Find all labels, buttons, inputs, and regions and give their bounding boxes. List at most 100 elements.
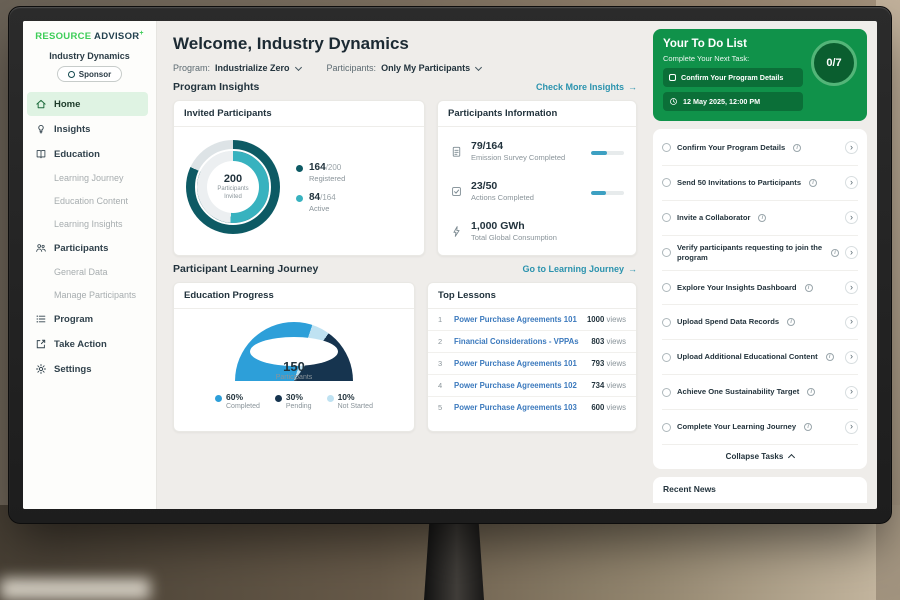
todo-subtitle: Complete Your Next Task: — [663, 54, 750, 63]
take-action-icon — [35, 338, 47, 350]
info-icon[interactable] — [787, 318, 796, 327]
education-icon — [35, 148, 47, 160]
sidebar-item-manage-participants[interactable]: Manage Participants — [54, 290, 137, 301]
info-icon[interactable] — [825, 353, 834, 362]
task-checkbox[interactable] — [662, 422, 671, 432]
chevron-right-icon[interactable] — [845, 246, 858, 260]
todo-progress-ring: 0/7 — [811, 40, 857, 86]
program-icon — [35, 313, 47, 325]
sidebar-item-home[interactable]: Home — [27, 92, 148, 117]
sidebar: RESOURCE ADVISOR+ Industry Dynamics Spon… — [23, 21, 157, 509]
top-lessons-card: Top Lessons 1 Power Purchase Agreements … — [427, 282, 637, 432]
legend-dot — [274, 395, 282, 402]
arrow-right-icon: → — [628, 82, 637, 92]
info-icon[interactable] — [831, 248, 839, 257]
section-title-learning-journey: Participant Learning Journey — [173, 263, 319, 275]
tasks-card: Confirm Your Program Details Send 50 Inv… — [653, 129, 867, 469]
chevron-right-icon[interactable] — [845, 211, 858, 225]
lesson-link[interactable]: Power Purchase Agreements 102 — [454, 381, 577, 390]
sidebar-item-general-data[interactable]: General Data — [54, 267, 108, 278]
filters-bar: Program: Industrialize Zero Participants… — [173, 63, 637, 73]
next-task-pill[interactable]: Confirm Your Program Details — [663, 68, 803, 87]
task-row[interactable]: Upload Additional Educational Content — [662, 340, 858, 376]
education-gauge-chart: 150 Participants — [235, 322, 353, 381]
chevron-down-icon — [475, 63, 483, 71]
sidebar-item-learning-journey[interactable]: Learning Journey — [54, 173, 124, 184]
card-title: Top Lessons — [428, 283, 636, 309]
insights-icon — [35, 123, 47, 135]
section-title-program-insights: Program Insights — [173, 81, 260, 93]
lesson-link[interactable]: Power Purchase Agreements 101 — [454, 359, 577, 368]
background-highlight — [0, 578, 150, 600]
sidebar-item-settings[interactable]: Settings — [23, 357, 156, 381]
sidebar-item-education-content[interactable]: Education Content — [54, 196, 129, 207]
task-checkbox[interactable] — [662, 248, 671, 258]
lesson-row: 1 Power Purchase Agreements 101 1000 vie… — [428, 309, 636, 331]
task-row[interactable]: Complete Your Learning Journey — [662, 410, 858, 446]
stat-row-actions: 23/50 Actions Completed — [448, 171, 626, 211]
task-row[interactable]: Explore Your Insights Dashboard — [662, 271, 858, 306]
collapse-tasks-button[interactable]: Collapse Tasks — [662, 445, 858, 466]
sidebar-item-education[interactable]: Education — [23, 142, 156, 166]
task-checkbox[interactable] — [662, 283, 671, 292]
info-icon[interactable] — [758, 213, 767, 222]
task-checkbox[interactable] — [662, 317, 671, 327]
task-row[interactable]: Verify participants requesting to join t… — [662, 236, 858, 271]
sidebar-nav: Home Insights Education Learning Journey — [23, 92, 156, 381]
recent-news-card: Recent News — [653, 477, 867, 503]
task-checkbox[interactable] — [662, 213, 671, 223]
chevron-right-icon[interactable] — [845, 281, 858, 294]
participants-icon — [35, 242, 47, 254]
task-row[interactable]: Achieve One Sustainability Target — [662, 375, 858, 411]
lesson-link[interactable]: Power Purchase Agreements 101 — [454, 315, 577, 324]
task-row[interactable]: Confirm Your Program Details — [662, 131, 858, 166]
app-logo: RESOURCE ADVISOR+ — [23, 30, 156, 42]
next-task-due: 12 May 2025, 12:00 PM — [663, 92, 803, 111]
chevron-right-icon[interactable] — [845, 420, 858, 434]
chevron-up-icon — [788, 453, 796, 462]
lesson-link[interactable]: Power Purchase Agreements 103 — [454, 403, 577, 412]
legend-dot — [215, 395, 222, 402]
sidebar-item-program[interactable]: Program — [23, 307, 156, 331]
chevron-right-icon[interactable] — [845, 315, 858, 329]
chevron-right-icon[interactable] — [845, 141, 858, 155]
energy-icon — [450, 225, 463, 238]
sidebar-item-take-action[interactable]: Take Action — [23, 332, 156, 356]
info-icon[interactable] — [809, 178, 818, 187]
info-icon[interactable] — [807, 388, 816, 397]
progress-bar — [591, 151, 624, 155]
chevron-down-icon — [294, 63, 302, 71]
chevron-right-icon[interactable] — [845, 385, 858, 399]
info-icon[interactable] — [793, 143, 802, 152]
sidebar-item-insights[interactable]: Insights — [23, 117, 156, 141]
task-checkbox[interactable] — [662, 143, 671, 153]
task-checkbox[interactable] — [662, 387, 671, 397]
clock-icon — [669, 97, 678, 106]
chevron-right-icon[interactable] — [845, 176, 858, 190]
chevron-right-icon[interactable] — [845, 350, 858, 364]
task-row[interactable]: Invite a Collaborator — [662, 201, 858, 236]
info-icon[interactable] — [804, 283, 813, 292]
legend-item-active: 84/164 Active — [296, 192, 345, 213]
go-to-learning-journey-link[interactable]: Go to Learning Journey → — [522, 264, 637, 274]
legend-item-not-started: 10% Not Started — [326, 392, 373, 410]
sidebar-item-learning-insights[interactable]: Learning Insights — [54, 219, 123, 230]
page-title: Welcome, Industry Dynamics — [173, 34, 409, 53]
participants-filter[interactable]: Participants: Only My Participants — [327, 63, 483, 73]
check-more-insights-link[interactable]: Check More Insights → — [535, 82, 637, 92]
sidebar-item-participants[interactable]: Participants — [23, 236, 156, 260]
gauge-center: 150 Participants — [275, 359, 313, 381]
sponsor-badge[interactable]: Sponsor — [56, 66, 123, 83]
recent-news-title: Recent News — [663, 484, 716, 494]
donut-center: 200 Participants Invited — [207, 161, 259, 213]
section-header-journey: Participant Learning Journey Go to Learn… — [173, 263, 637, 275]
task-checkbox[interactable] — [662, 178, 671, 188]
legend-item-pending: 30% Pending — [274, 392, 312, 410]
task-row[interactable]: Upload Spend Data Records — [662, 305, 858, 341]
task-row[interactable]: Send 50 Invitations to Participants — [662, 166, 858, 201]
lesson-link[interactable]: Financial Considerations - VPPAs — [454, 337, 579, 346]
org-name: Industry Dynamics — [49, 51, 130, 62]
info-icon[interactable] — [804, 423, 813, 432]
program-filter[interactable]: Program: Industrialize Zero — [173, 63, 302, 73]
task-checkbox[interactable] — [662, 352, 671, 362]
